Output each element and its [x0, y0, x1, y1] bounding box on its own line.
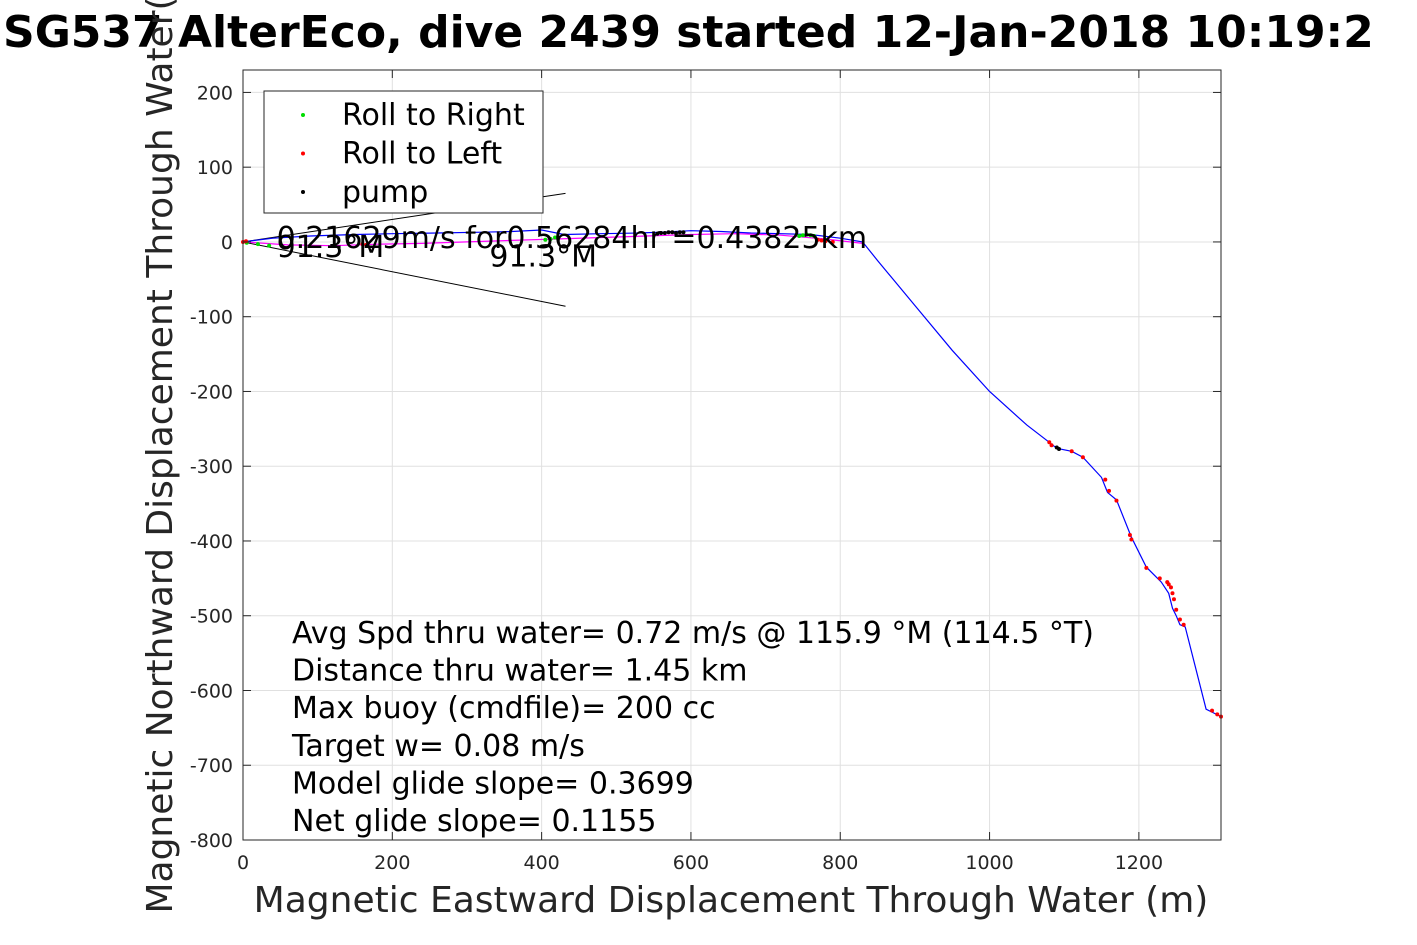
data-point — [830, 239, 835, 244]
x-tick-label: 600 — [673, 852, 709, 874]
stat-line: Max buoy (cmdfile)= 200 cc — [292, 691, 716, 726]
data-point — [670, 230, 675, 235]
data-point — [1056, 447, 1061, 452]
data-point — [1215, 712, 1220, 717]
y-tick-label: 100 — [197, 157, 233, 179]
legend-marker — [301, 113, 305, 117]
data-point — [267, 243, 272, 248]
data-point — [1107, 488, 1112, 493]
data-point — [1127, 532, 1132, 537]
data-point — [808, 233, 813, 238]
series-points — [241, 230, 1223, 719]
chart-title: SG537 AlterEco, dive 2439 started 12-Jan… — [3, 7, 1374, 58]
data-point — [1181, 622, 1186, 627]
stat-line: Net glide slope= 0.1155 — [292, 804, 656, 839]
data-point — [548, 236, 553, 241]
data-point — [255, 242, 260, 247]
stat-line: Model glide slope= 0.3699 — [292, 766, 694, 801]
data-point — [243, 239, 248, 244]
ticks: 0 200 400 600 800 1000 12002001000-100-200-300… — [190, 70, 1221, 874]
data-point — [1129, 537, 1134, 542]
annotations: 0.21629m/s for0.56284hr =0.43825km91.3°M… — [277, 221, 868, 275]
x-tick-label: 0 — [237, 852, 249, 874]
data-point — [1177, 617, 1182, 622]
y-axis-label: Magnetic Northward Displacement Through … — [140, 0, 181, 914]
data-point — [1144, 565, 1149, 570]
stat-line: Target w= 0.08 m/s — [291, 729, 585, 764]
series-line — [242, 229, 1222, 718]
y-tick-label: -100 — [190, 307, 233, 329]
x-tick-label: 800 — [822, 852, 858, 874]
legend-box — [263, 90, 544, 214]
legend-label: pump — [342, 175, 428, 210]
legend-marker — [301, 190, 305, 194]
data-point — [543, 237, 548, 242]
data-point — [1080, 455, 1085, 460]
legend-marker — [301, 151, 305, 156]
data-point — [1168, 585, 1173, 590]
data-point — [1114, 498, 1119, 503]
legend-label: Roll to Right — [342, 98, 525, 133]
data-point — [812, 233, 817, 238]
data-point — [823, 239, 828, 244]
data-point — [659, 230, 664, 235]
data-point — [674, 230, 679, 235]
plot-frame — [242, 69, 1222, 841]
x-tick-label: 1200 — [1115, 852, 1163, 874]
data-point — [666, 230, 671, 235]
y-tick-label: 200 — [197, 82, 233, 104]
data-point — [553, 235, 558, 240]
data-point — [1210, 708, 1215, 713]
x-tick-label: 1000 — [965, 852, 1013, 874]
y-tick-label: -300 — [190, 456, 233, 478]
series-lines — [242, 229, 1222, 718]
data-point — [819, 238, 824, 243]
y-tick-label: 0 — [221, 232, 233, 254]
stat-line: Avg Spd thru water= 0.72 m/s @ 115.9 °M … — [292, 616, 1094, 651]
data-point — [364, 242, 369, 247]
data-point — [1049, 443, 1054, 448]
data-point — [815, 237, 820, 242]
data-point — [1103, 477, 1108, 482]
data-point — [1170, 591, 1175, 596]
annotation-label: 91.3°M — [489, 240, 597, 275]
y-tick-label: -600 — [190, 680, 233, 702]
data-point — [804, 232, 809, 237]
data-point — [1174, 607, 1179, 612]
stats-text: Avg Spd thru water= 0.72 m/s @ 115.9 °M … — [291, 616, 1094, 839]
annotation-label: 0.21629m/s for0.56284hr =0.43825km — [277, 221, 868, 256]
y-tick-label: -400 — [190, 531, 233, 553]
stat-line: Distance thru water= 1.45 km — [292, 654, 747, 689]
data-point — [800, 233, 805, 238]
data-point — [655, 231, 660, 236]
y-tick-label: -700 — [190, 755, 233, 777]
data-point — [1047, 440, 1052, 445]
legend-label: Roll to Left — [342, 137, 502, 172]
data-point — [681, 230, 686, 235]
data-point — [662, 230, 667, 235]
data-point — [1157, 576, 1162, 581]
x-axis-label: Magnetic Eastward Displacement Through W… — [254, 880, 1209, 921]
data-point — [1166, 582, 1171, 587]
x-tick-label: 400 — [523, 852, 559, 874]
annotation-label: 91.3°M — [277, 230, 385, 265]
y-tick-label: -800 — [190, 830, 233, 852]
current-wedge-line — [242, 241, 566, 307]
data-point — [677, 230, 682, 235]
x-tick-label: 200 — [374, 852, 410, 874]
data-point — [797, 233, 802, 238]
data-point — [360, 242, 365, 247]
data-point — [1069, 449, 1074, 454]
y-tick-label: -500 — [190, 606, 233, 628]
series-line — [242, 233, 863, 247]
data-point — [1171, 597, 1176, 602]
y-tick-label: -200 — [190, 381, 233, 403]
